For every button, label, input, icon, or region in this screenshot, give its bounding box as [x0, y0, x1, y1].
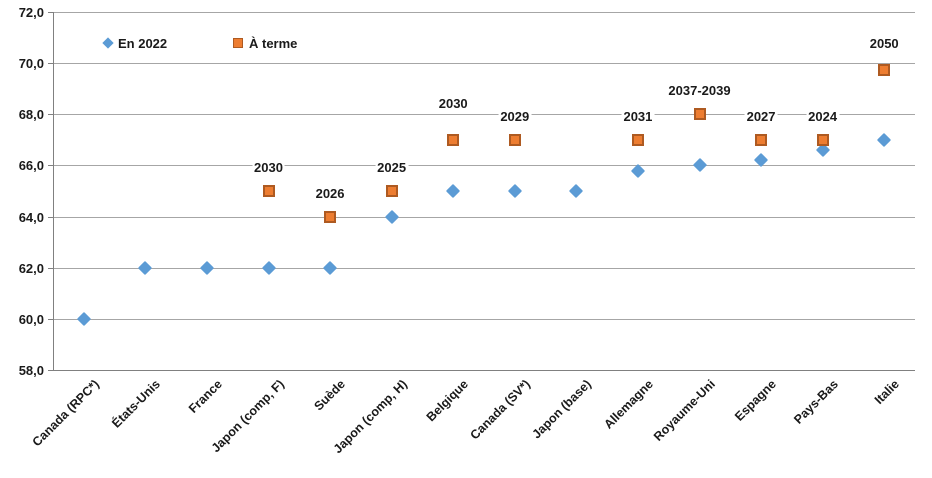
data-point-diamond-Canada (RPC*) [76, 311, 91, 326]
gridline-72_0 [53, 12, 915, 13]
legend-label: À terme [249, 35, 298, 51]
data-point-diamond-France [199, 260, 214, 275]
point-year-label: 2026 [313, 185, 347, 202]
y-axis-tick-label: 60,0 [18, 312, 44, 327]
gridline-58_0 [53, 370, 915, 371]
y-axis-tick [48, 217, 53, 218]
legend-label: En 2022 [118, 35, 168, 51]
y-axis-tick-label: 58,0 [18, 363, 44, 378]
y-axis-tick [48, 370, 53, 371]
data-point-square-Canada (SV*) [508, 133, 521, 146]
data-point-diamond-Royaume-Uni [692, 158, 707, 173]
data-point-diamond-Italie [877, 132, 892, 147]
point-year-label: 2024 [806, 108, 840, 125]
y-axis-tick-label: 72,0 [18, 5, 44, 20]
point-year-label: 2027 [744, 108, 778, 125]
point-year-label: 2030 [252, 160, 285, 176]
data-point-square-Pays-Bas [816, 133, 829, 146]
data-point-diamond-Canada (SV*) [507, 183, 522, 199]
point-year-label: 2029 [498, 108, 532, 125]
y-axis-tick [48, 319, 53, 320]
data-point-diamond-Japon (comp, H) [384, 209, 399, 224]
data-point-square-Suède [324, 210, 337, 223]
y-axis-tick [48, 114, 53, 115]
data-point-diamond-Belgique [446, 183, 461, 199]
y-axis-line [53, 12, 54, 370]
data-point-square-Belgique [447, 133, 460, 146]
y-axis-tick-label: 70,0 [18, 56, 44, 71]
gridline-64_0 [53, 217, 915, 218]
y-axis-tick [48, 268, 53, 269]
data-point-square-Royaume-Uni [693, 108, 706, 121]
point-year-label: 2050 [867, 35, 901, 52]
data-point-square-Allemagne [631, 133, 644, 146]
point-year-label: 2031 [621, 108, 655, 125]
y-axis-tick [48, 63, 53, 64]
data-point-square-Espagne [755, 133, 768, 146]
y-axis-tick [48, 12, 53, 13]
legend-item-a-terme: À terme [233, 35, 298, 51]
data-point-square-Italie [878, 63, 891, 76]
y-axis-tick-label: 64,0 [18, 210, 44, 225]
y-axis-tick-label: 62,0 [18, 261, 44, 276]
y-axis-tick-label: 68,0 [18, 107, 44, 122]
gridline-62_0 [53, 268, 915, 269]
data-point-diamond-Suède [322, 260, 338, 275]
data-point-diamond-États-Unis [138, 260, 153, 275]
y-axis-tick-label: 66,0 [18, 158, 44, 173]
gridline-70_0 [53, 63, 915, 64]
legend-item-en-2022: En 2022 [102, 35, 168, 51]
legend-square-icon [233, 38, 243, 48]
point-year-label: 2030 [436, 95, 470, 112]
data-point-diamond-Japon (base) [569, 183, 584, 199]
y-axis-tick [48, 165, 53, 166]
point-year-label: 2025 [375, 160, 409, 176]
legend-diamond-icon [102, 37, 114, 49]
gridline-66_0 [53, 165, 915, 166]
data-point-square-Japon (comp, H) [385, 185, 398, 197]
data-point-square-Japon (comp, F) [262, 185, 275, 197]
gridline-68_0 [53, 114, 915, 115]
gridline-60_0 [53, 319, 915, 320]
data-point-diamond-Japon (comp, F) [261, 260, 276, 275]
point-year-label: 2037-2039 [666, 83, 733, 100]
